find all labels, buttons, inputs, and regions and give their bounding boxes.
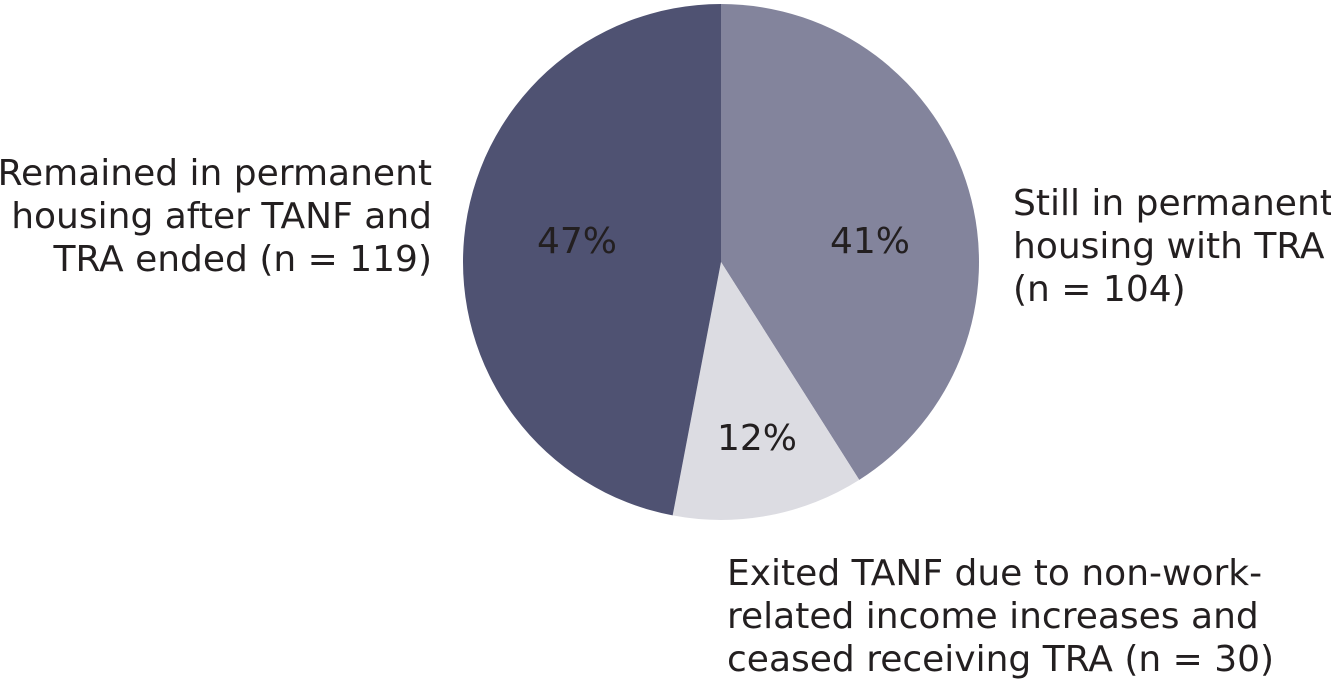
pie-slice [672, 262, 860, 520]
category-label: Still in permanent [1013, 183, 1331, 224]
category-label: housing after TANF and [11, 196, 432, 237]
value-label: 41% [830, 221, 910, 262]
pie-slice [462, 4, 721, 516]
category-label: TRA ended (n = 119) [52, 239, 432, 280]
category-label: ceased receiving TRA (n = 30) [727, 639, 1274, 680]
category-label: related income increases and [727, 596, 1259, 637]
pie-slice [721, 4, 979, 480]
value-label: 12% [717, 418, 797, 459]
category-label: housing with TRA [1013, 226, 1325, 267]
category-label: Remained in permanent [0, 153, 432, 194]
value-label: 47% [537, 221, 617, 262]
category-label: (n = 104) [1013, 269, 1186, 310]
category-label: Exited TANF due to non-work- [727, 553, 1262, 594]
